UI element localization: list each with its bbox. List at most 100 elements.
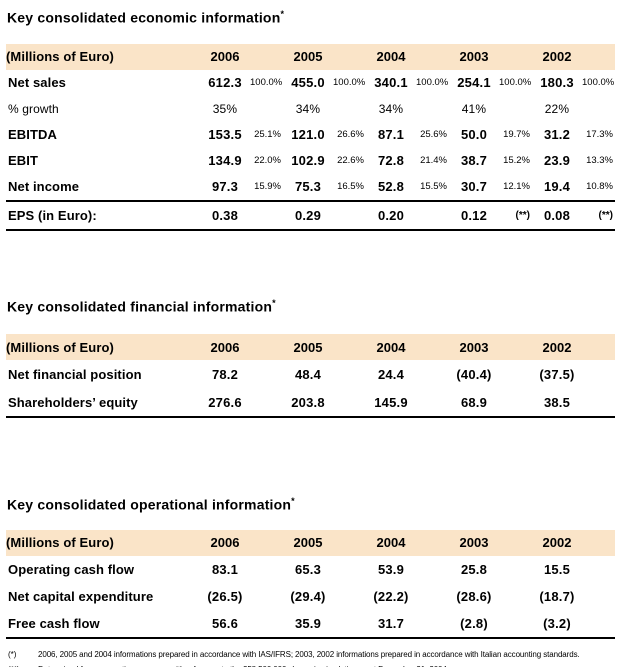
- value-cell: 254.1: [457, 75, 491, 91]
- value-cell: (18.7): [539, 588, 575, 604]
- table-row: Operating cash flow 83.1 65.3 53.9 25.8 …: [6, 556, 615, 583]
- value-cell: (2.8): [460, 615, 488, 631]
- value-cell: 134.9: [208, 153, 242, 169]
- pct-cell: [250, 199, 283, 230]
- pct-cell: 25.6%: [420, 129, 447, 141]
- table-header-row: (Millions of Euro) 2006 2005 2004 2003 2…: [6, 334, 615, 361]
- year-header: 2003: [449, 43, 499, 70]
- value-cell: (28.6): [456, 588, 492, 604]
- pct-cell: 21.4%: [420, 155, 447, 167]
- pct-cell: 22.6%: [337, 155, 364, 167]
- year-header: 2005: [283, 43, 333, 70]
- pct-cell: [499, 96, 532, 122]
- spacer-cell: [333, 610, 366, 638]
- row-label: Net capital expenditure: [8, 588, 154, 604]
- pct-cell: 100.0%: [250, 77, 283, 89]
- value-cell: (22.2): [373, 588, 409, 604]
- value-cell: 56.6: [211, 615, 239, 631]
- footnotes: (*) 2006, 2005 and 2004 informations pre…: [6, 647, 615, 667]
- pct-spacer: [250, 43, 283, 70]
- spacer-cell: [582, 556, 615, 583]
- row-label: Shareholders’ equity: [8, 394, 138, 410]
- table-header-row: (Millions of Euro) 2006 2005 2004 2003 2…: [6, 529, 615, 556]
- pct-cell: (**): [499, 199, 532, 230]
- unit-label: (Millions of Euro): [6, 334, 200, 361]
- pct-cell: 25.1%: [254, 129, 281, 141]
- row-label: Free cash flow: [8, 615, 100, 631]
- footnote: (**) Determined for comparative purposes…: [6, 662, 615, 667]
- pct-spacer: [250, 529, 283, 556]
- pct-cell: 15.5%: [420, 181, 447, 193]
- value-cell: 97.3: [211, 179, 239, 195]
- value-cell: 72.8: [377, 153, 405, 169]
- pct-cell: 100.0%: [333, 77, 366, 89]
- title-asterisk: *: [291, 496, 295, 507]
- value-cell: 31.2: [543, 127, 571, 143]
- spacer-cell: [499, 388, 532, 417]
- value-cell: 78.2: [211, 366, 239, 382]
- value-cell: 52.8: [377, 179, 405, 195]
- year-header: 2006: [200, 334, 250, 361]
- pct-cell: 10.8%: [586, 181, 613, 193]
- value-cell: 30.7: [460, 179, 488, 195]
- pct-cell: 100.0%: [582, 77, 615, 89]
- year-header: 2005: [283, 334, 333, 361]
- table-row: Net capital expenditure (26.5) (29.4) (2…: [6, 583, 615, 610]
- row-label: Net income: [8, 179, 80, 195]
- spacer-cell: [499, 610, 532, 638]
- spacer-cell: [499, 556, 532, 583]
- financial-info-section: Key consolidated financial information* …: [6, 295, 615, 419]
- spacer-cell: [499, 360, 532, 388]
- pct-cell: 100.0%: [416, 77, 449, 89]
- value-cell: 15.5: [543, 561, 571, 577]
- pct-cell: 22.0%: [254, 155, 281, 167]
- spacer-cell: [250, 556, 283, 583]
- pct-spacer: [582, 43, 615, 70]
- pct-cell: 100.0%: [499, 77, 532, 89]
- spacer-cell: [333, 388, 366, 417]
- footnote-marker: (**): [6, 662, 38, 667]
- value-cell: (29.4): [290, 588, 326, 604]
- pct-spacer: [333, 334, 366, 361]
- spacer-cell: [250, 388, 283, 417]
- spacer-cell: [416, 360, 449, 388]
- pct-cell: [250, 96, 283, 122]
- pct-cell: 15.2%: [503, 155, 530, 167]
- spacer-cell: [333, 583, 366, 610]
- value-cell: (40.4): [456, 366, 492, 382]
- pct-spacer: [499, 529, 532, 556]
- value-cell: 35.9: [294, 615, 322, 631]
- spacer-cell: [416, 388, 449, 417]
- year-header: 2003: [449, 334, 499, 361]
- value-cell: 48.4: [294, 366, 322, 382]
- value-cell: 75.3: [294, 179, 322, 195]
- section-title-financial: Key consolidated financial information*: [6, 295, 615, 315]
- year-header: 2005: [283, 529, 333, 556]
- table-header-row: (Millions of Euro) 2006 2005 2004 2003 2…: [6, 43, 615, 70]
- value-cell: 31.7: [377, 615, 405, 631]
- pct-cell: 19.7%: [503, 129, 530, 141]
- year-header: 2006: [200, 529, 250, 556]
- row-label: Net sales: [8, 75, 66, 91]
- year-header: 2004: [366, 334, 416, 361]
- spacer-cell: [582, 583, 615, 610]
- spacer-cell: [250, 360, 283, 388]
- value-cell: 0.20: [366, 199, 416, 230]
- row-label: EBITDA: [8, 127, 57, 143]
- pct-spacer: [582, 334, 615, 361]
- value-cell: 22%: [544, 101, 570, 116]
- pct-spacer: [333, 43, 366, 70]
- year-header: 2004: [366, 43, 416, 70]
- value-cell: 41%: [461, 101, 487, 116]
- value-cell: 68.9: [460, 394, 488, 410]
- value-cell: 65.3: [294, 561, 322, 577]
- value-cell: 34%: [378, 101, 404, 116]
- year-header: 2002: [532, 334, 582, 361]
- row-label: % growth: [8, 101, 59, 116]
- year-header: 2002: [532, 529, 582, 556]
- value-cell: 35%: [212, 101, 238, 116]
- section-title-text: Key consolidated operational information: [7, 496, 292, 513]
- section-title-operational: Key consolidated operational information…: [6, 493, 615, 513]
- pct-cell: (**): [582, 199, 615, 230]
